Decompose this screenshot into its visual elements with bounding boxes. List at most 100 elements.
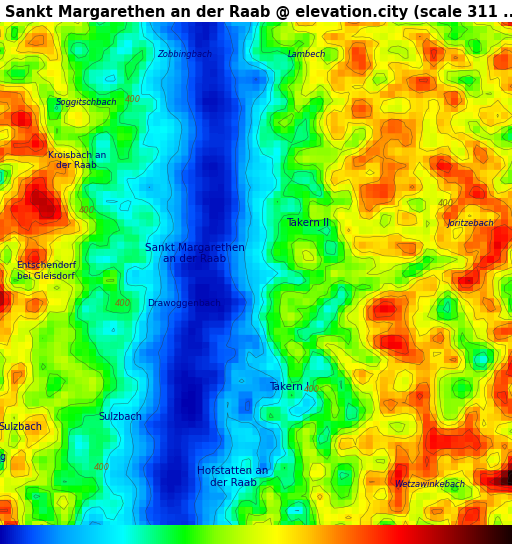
Bar xyxy=(268,525,270,544)
Bar xyxy=(220,525,223,544)
Text: Sulzbach: Sulzbach xyxy=(0,422,42,432)
Text: Takern I: Takern I xyxy=(269,382,309,391)
Bar xyxy=(68,525,71,544)
Bar xyxy=(40,525,42,544)
Bar xyxy=(106,525,109,544)
Text: 406: 406 xyxy=(292,547,298,560)
Bar xyxy=(464,525,466,544)
Text: Hofstatten an
der Raab: Hofstatten an der Raab xyxy=(197,466,269,488)
Bar xyxy=(284,525,287,544)
Bar xyxy=(88,525,91,544)
Bar xyxy=(74,525,76,544)
Bar xyxy=(432,525,435,544)
Bar xyxy=(154,525,157,544)
Bar xyxy=(508,525,510,544)
Bar xyxy=(162,525,164,544)
Bar xyxy=(98,525,100,544)
Text: 432: 432 xyxy=(372,547,378,560)
Bar xyxy=(120,525,122,544)
Text: 349: 349 xyxy=(115,547,121,560)
Bar xyxy=(390,525,393,544)
Bar xyxy=(122,525,124,544)
Bar xyxy=(10,525,12,544)
Bar xyxy=(246,525,248,544)
Bar xyxy=(290,525,292,544)
Bar xyxy=(134,525,137,544)
Bar xyxy=(510,525,512,544)
Bar xyxy=(294,525,296,544)
Bar xyxy=(416,525,418,544)
Bar xyxy=(76,525,78,544)
Bar xyxy=(462,525,464,544)
Bar xyxy=(64,525,67,544)
Bar xyxy=(450,525,453,544)
Bar xyxy=(364,525,367,544)
Text: 330: 330 xyxy=(56,547,62,560)
Bar xyxy=(164,525,166,544)
Bar xyxy=(16,525,18,544)
Text: Sankt Margarethen
an der Raab: Sankt Margarethen an der Raab xyxy=(144,242,245,264)
Text: Drawoggenbach: Drawoggenbach xyxy=(147,299,221,308)
Bar xyxy=(36,525,38,544)
Bar xyxy=(286,525,289,544)
Bar xyxy=(288,525,290,544)
Bar xyxy=(46,525,49,544)
Bar xyxy=(248,525,250,544)
Bar xyxy=(102,525,104,544)
Bar xyxy=(254,525,257,544)
Bar xyxy=(44,525,47,544)
Text: Wetzawinkebach: Wetzawinkebach xyxy=(395,480,465,489)
Bar xyxy=(116,525,118,544)
Bar xyxy=(440,525,442,544)
Bar xyxy=(32,525,34,544)
Bar xyxy=(360,525,362,544)
Bar xyxy=(338,525,340,544)
Bar xyxy=(350,525,352,544)
Bar xyxy=(442,525,444,544)
Bar xyxy=(190,525,193,544)
Text: Entschendorf
bei Gleisdorf: Entschendorf bei Gleisdorf xyxy=(16,262,76,281)
Bar xyxy=(498,525,501,544)
Bar xyxy=(18,525,20,544)
Bar xyxy=(270,525,272,544)
Bar xyxy=(436,525,438,544)
Bar xyxy=(392,525,395,544)
Bar xyxy=(6,525,9,544)
Bar xyxy=(56,525,58,544)
Bar xyxy=(366,525,369,544)
Bar xyxy=(194,525,197,544)
Bar xyxy=(182,525,184,544)
Bar xyxy=(118,525,120,544)
Bar xyxy=(362,525,365,544)
Bar xyxy=(242,525,245,544)
Bar xyxy=(466,525,468,544)
Bar xyxy=(236,525,239,544)
Bar xyxy=(414,525,417,544)
Bar xyxy=(314,525,316,544)
Bar xyxy=(96,525,98,544)
Bar xyxy=(108,525,111,544)
Bar xyxy=(336,525,338,544)
Bar xyxy=(228,525,230,544)
Bar xyxy=(184,525,186,544)
Bar xyxy=(140,525,142,544)
Text: 368: 368 xyxy=(174,547,180,560)
Bar xyxy=(496,525,499,544)
Bar xyxy=(54,525,56,544)
Bar xyxy=(28,525,31,544)
Bar xyxy=(428,525,431,544)
Bar xyxy=(352,525,354,544)
Bar xyxy=(100,525,102,544)
Bar xyxy=(178,525,181,544)
Bar xyxy=(326,525,329,544)
Bar xyxy=(240,525,243,544)
Bar xyxy=(70,525,73,544)
Text: 400: 400 xyxy=(79,206,95,215)
Bar xyxy=(132,525,135,544)
Bar xyxy=(142,525,144,544)
Bar xyxy=(292,525,294,544)
Bar xyxy=(14,525,16,544)
Bar xyxy=(8,525,11,544)
Text: 374: 374 xyxy=(193,547,199,560)
Bar xyxy=(444,525,446,544)
